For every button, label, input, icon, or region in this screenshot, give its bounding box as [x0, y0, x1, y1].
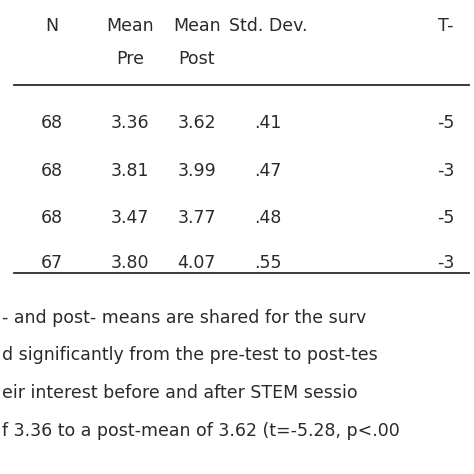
Text: .55: .55 — [254, 254, 282, 272]
Text: Std. Dev.: Std. Dev. — [228, 17, 307, 35]
Text: - and post- means are shared for the surv: - and post- means are shared for the sur… — [2, 309, 366, 327]
Text: .48: .48 — [254, 209, 282, 227]
Text: 3.81: 3.81 — [111, 162, 150, 180]
Text: Pre: Pre — [116, 50, 145, 68]
Text: T-: T- — [438, 17, 453, 35]
Text: 3.80: 3.80 — [111, 254, 150, 272]
Text: 3.47: 3.47 — [111, 209, 149, 227]
Text: f 3.36 to a post-mean of 3.62 (t=-5.28, p<.00: f 3.36 to a post-mean of 3.62 (t=-5.28, … — [2, 422, 400, 440]
Text: 3.36: 3.36 — [111, 114, 150, 132]
Text: Mean: Mean — [107, 17, 154, 35]
Text: 67: 67 — [41, 254, 63, 272]
Text: 3.77: 3.77 — [177, 209, 216, 227]
Text: Post: Post — [178, 50, 215, 68]
Text: -5: -5 — [437, 114, 454, 132]
Text: 68: 68 — [41, 209, 63, 227]
Text: N: N — [46, 17, 59, 35]
Text: 68: 68 — [41, 114, 63, 132]
Text: .47: .47 — [254, 162, 282, 180]
Text: eir interest before and after STEM sessio: eir interest before and after STEM sessi… — [2, 384, 358, 402]
Text: -3: -3 — [437, 254, 454, 272]
Text: 68: 68 — [41, 162, 63, 180]
Text: Mean: Mean — [173, 17, 220, 35]
Text: -5: -5 — [437, 209, 454, 227]
Text: 3.62: 3.62 — [177, 114, 216, 132]
Text: d significantly from the pre-test to post-tes: d significantly from the pre-test to pos… — [2, 346, 378, 365]
Text: -3: -3 — [437, 162, 454, 180]
Text: 4.07: 4.07 — [178, 254, 216, 272]
Text: 3.99: 3.99 — [177, 162, 216, 180]
Text: .41: .41 — [254, 114, 282, 132]
